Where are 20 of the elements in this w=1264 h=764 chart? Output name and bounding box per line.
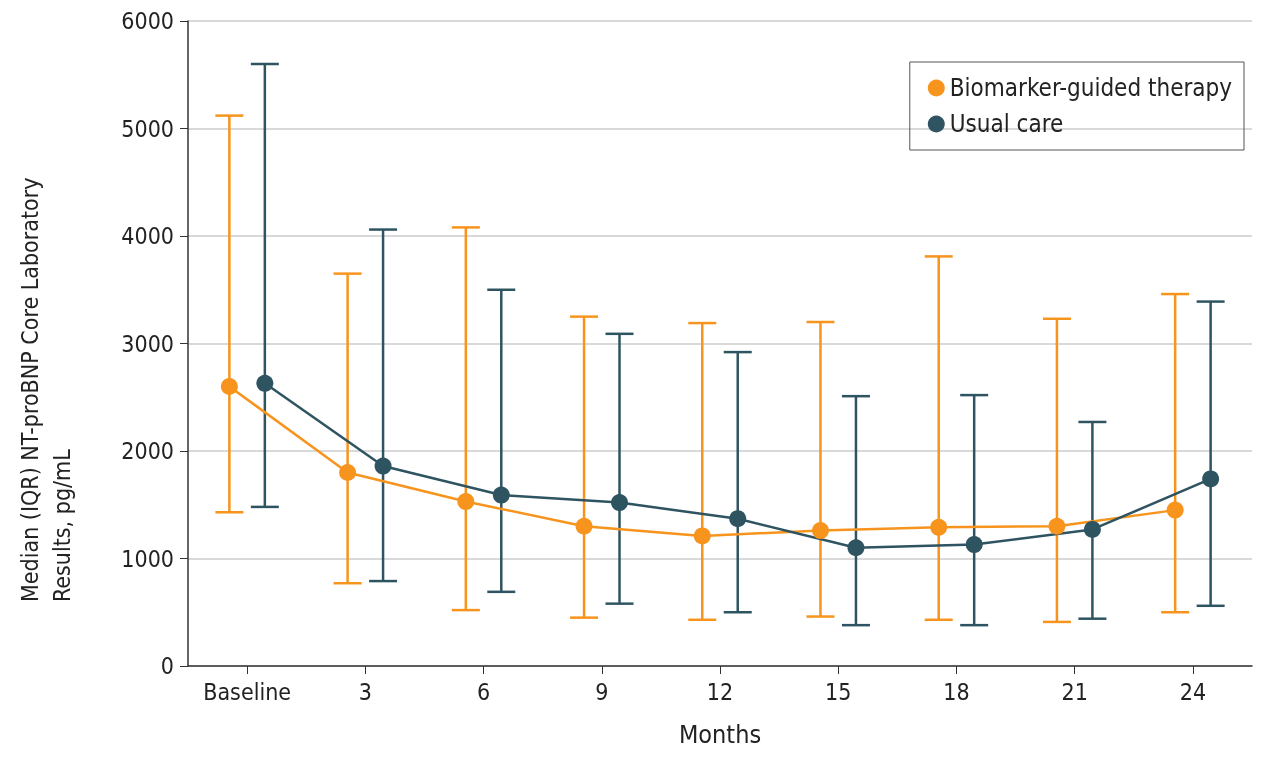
x-tick-label: 6 [476,678,491,705]
y-tick-label: 0 [160,653,174,679]
legend-label: Usual care [949,110,1064,138]
x-tick-label: 21 [1061,678,1088,705]
y-tick-label: 6000 [121,8,174,34]
x-tick-label: 18 [943,678,970,705]
x-tick-label: 9 [595,678,609,705]
x-axis-title: Months [678,720,762,749]
x-tick-label: 12 [706,678,734,705]
legend-label: Biomarker-guided therapy [949,74,1233,102]
y-tick-label: 1000 [121,545,174,572]
x-tick-label: 3 [358,678,372,705]
y-tick-label: 4000 [121,223,174,249]
x-tick-label: Baseline [203,678,291,705]
y-axis-title: Median (IQR) NT-proBNP Core Laboratory Results, pg/mL [17,171,75,602]
y-tick-label: 5000 [121,115,174,142]
x-tick-label: 15 [825,678,852,705]
y-tick-label: 2000 [121,438,174,464]
y-tick-label: 3000 [121,330,174,357]
x-tick-label: 24 [1179,678,1207,705]
